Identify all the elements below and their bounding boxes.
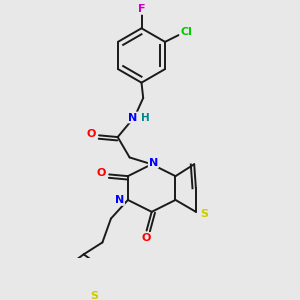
Text: N: N	[149, 158, 158, 167]
Text: S: S	[91, 291, 99, 300]
Text: O: O	[87, 129, 96, 139]
Text: N: N	[115, 195, 124, 205]
Text: N: N	[128, 112, 138, 122]
Text: S: S	[200, 208, 208, 218]
Text: O: O	[142, 233, 151, 243]
Text: O: O	[97, 168, 106, 178]
Text: H: H	[141, 112, 150, 122]
Text: F: F	[138, 4, 145, 14]
Text: Cl: Cl	[180, 27, 192, 37]
